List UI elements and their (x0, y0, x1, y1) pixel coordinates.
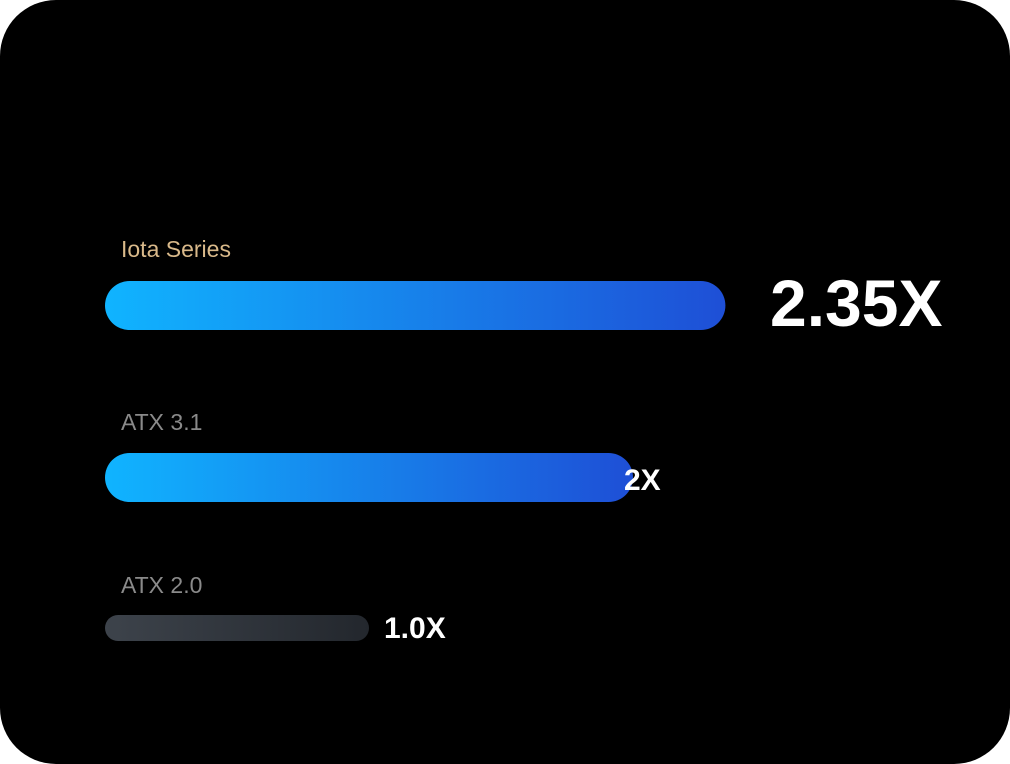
category-label: ATX 2.0 (121, 572, 202, 598)
bar (105, 281, 726, 330)
value-label: 1.0X (384, 612, 446, 645)
category-label: ATX 3.1 (121, 409, 202, 435)
category-label: Iota Series (121, 236, 231, 262)
bar (105, 615, 369, 641)
value-label: 2X (624, 464, 661, 497)
value-label: 2.35X (770, 266, 942, 340)
bar-marks: Iota Series 2.35X ATX 3.1 2X ATX 2.0 1.0X (105, 236, 942, 645)
bar (105, 453, 633, 502)
